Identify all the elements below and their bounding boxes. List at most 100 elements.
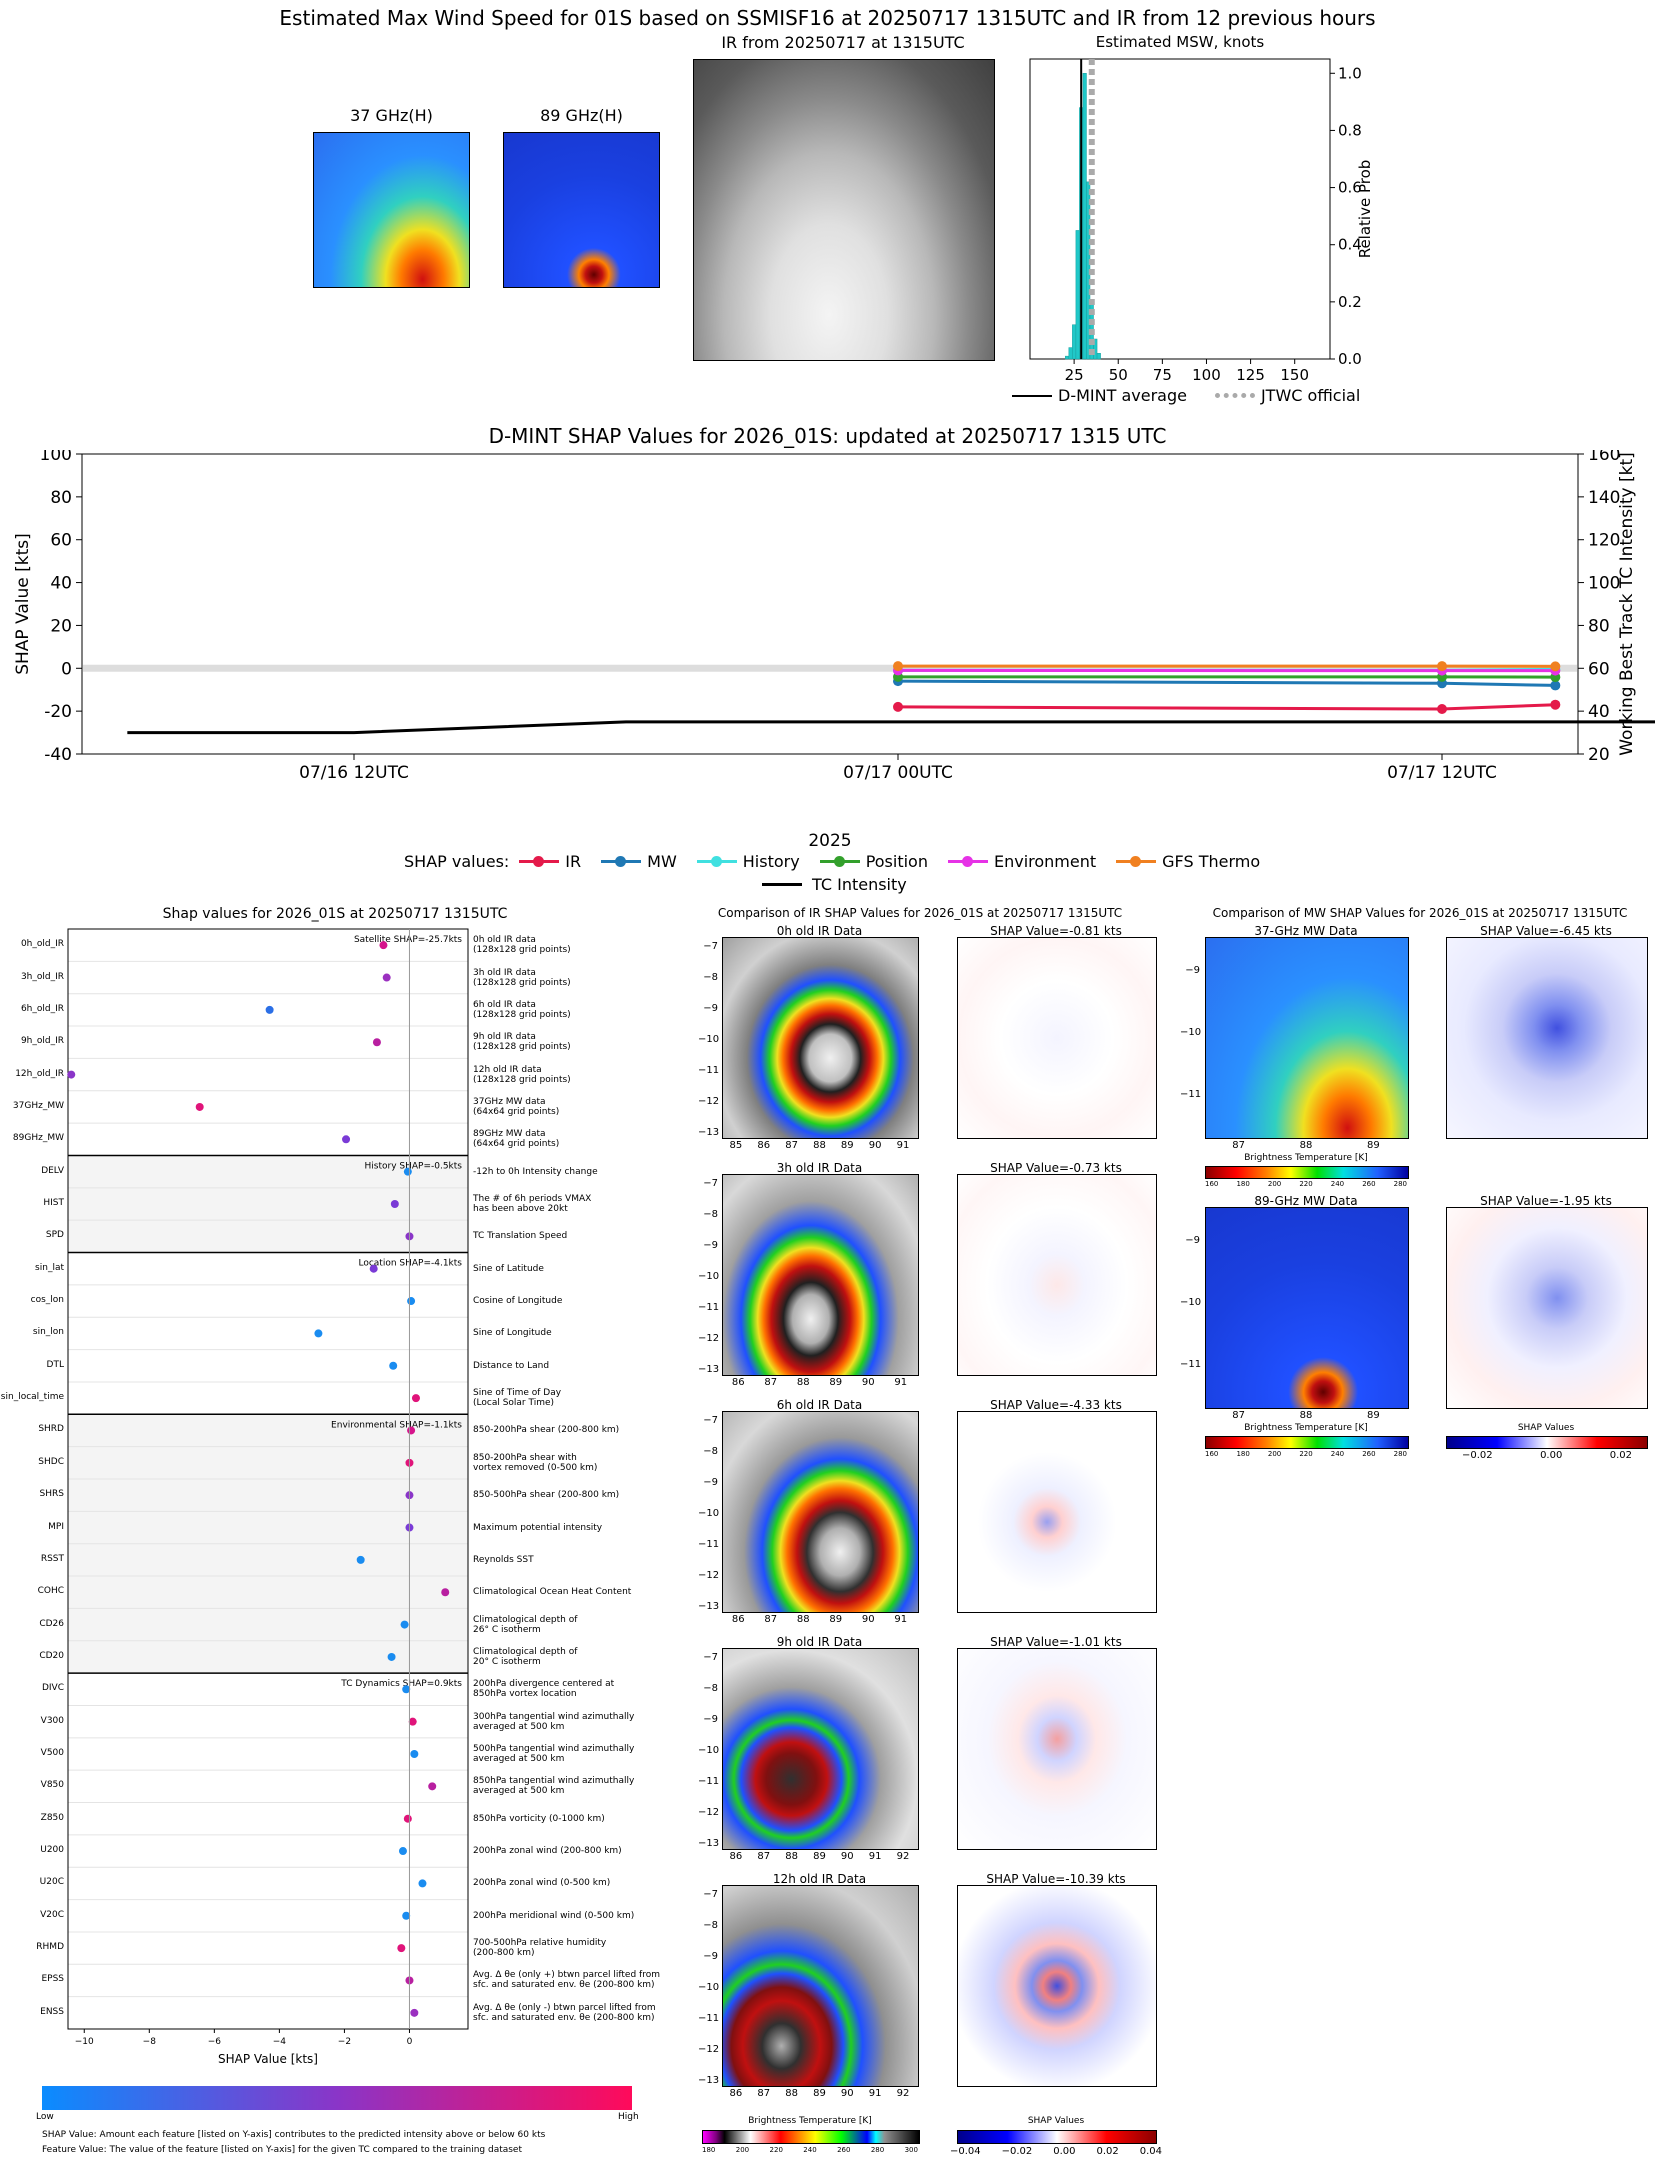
feature-name: 3h_old_IR	[20, 971, 64, 982]
ir-panel-ytick: −9	[703, 1951, 718, 1962]
feature-point-sin_local_time	[411, 1394, 420, 1403]
legend-item-label: IR	[565, 852, 582, 871]
ir-panel-ytick: −13	[698, 1601, 720, 1612]
feature-desc: TC Translation Speed	[473, 1231, 568, 1242]
feature-name: HIST	[43, 1198, 64, 1208]
ir-shap-image	[957, 1411, 1157, 1613]
legend-tc-label: TC Intensity	[812, 875, 907, 894]
feature-point-COHC	[441, 1588, 450, 1597]
ir-panel-xtick: 89	[813, 2088, 826, 2099]
feature-name: sin_lat	[35, 1262, 64, 1273]
mw-bt-tick: 240	[1330, 1450, 1345, 1458]
feature-point-CD20	[387, 1652, 396, 1661]
mw-shap-value: SHAP Value=-1.95 kts	[1480, 1194, 1612, 1208]
msw-ytick: 0.8	[1338, 121, 1362, 139]
ir-shap-label: SHAP Values	[1027, 2116, 1085, 2126]
ts-ytick-right: 160	[1588, 450, 1620, 465]
feature-desc: 9h old IR data (128x128 grid points)	[473, 1032, 571, 1053]
ts-xtick: 07/17 12UTC	[1387, 763, 1497, 783]
mw-bt-tick: 160	[1205, 1180, 1219, 1188]
ir-shap-tick: 0.02	[1096, 2146, 1119, 2157]
legend-item: MW	[601, 852, 677, 871]
feature-desc: Climatological Ocean Heat Content	[473, 1587, 632, 1598]
feature-desc: 200hPa zonal wind (200-800 km)	[473, 1846, 622, 1857]
mw-panel-ytick: −9	[1185, 965, 1200, 976]
ts-ytick-left: 100	[40, 450, 72, 465]
series-point	[1550, 699, 1561, 710]
ir-panel-xtick: 85	[729, 1140, 743, 1151]
ir-panel-xtick: 91	[868, 1851, 882, 1862]
ts-ylabel-right: Working Best Track TC Intensity [kt]	[1617, 452, 1637, 756]
feature-point-U20C	[418, 1879, 427, 1888]
ir-panel-ytick: −12	[698, 1096, 720, 1107]
colorbar-low: Low	[36, 2112, 54, 2122]
ir-panel-image	[722, 1174, 919, 1376]
feature-name: U200	[40, 1845, 64, 1856]
ir-panel-xtick: 92	[896, 2088, 910, 2099]
ir-shap-image	[957, 1885, 1157, 2087]
ir-panel-ytick: −11	[698, 1302, 720, 1313]
feature-name: V850	[40, 1780, 64, 1791]
ir-panel-ytick: −13	[698, 1127, 720, 1138]
ts-ytick-right: 40	[1588, 702, 1610, 722]
ir-panel-xtick: 88	[813, 1140, 826, 1151]
tc-intensity-line	[127, 720, 1655, 735]
feature-name: 0h_old_IR	[20, 939, 64, 950]
ir-panel-xtick: 87	[757, 1851, 771, 1862]
msw-bar	[1096, 353, 1101, 360]
feature-point-sin_lon	[314, 1329, 323, 1338]
ir-panel-xtick: 90	[840, 2088, 854, 2099]
mw-shap-colorbar	[1446, 1436, 1648, 1449]
mw-bt-tick: 200	[1267, 1180, 1282, 1188]
legend-item-label: Environment	[993, 852, 1097, 871]
ts-ytick-right: 140	[1588, 488, 1620, 508]
ir-panel-ytick: −7	[703, 1178, 718, 1189]
mw-compare-title: Comparison of MW SHAP Values for 2026_01…	[1212, 906, 1628, 920]
ts-xtick: 07/17 00UTC	[843, 763, 953, 783]
ir-panel-ytick: −7	[703, 1652, 718, 1663]
feature-point-V500	[410, 1750, 419, 1758]
ir-panel-ytick: −13	[698, 2075, 720, 2086]
msw-legend: D-MINT average JTWC official	[1012, 386, 1360, 405]
msw-histogram: 25 50 75 100 125 150 0.0 0.2 0.4 0.6 0.8 1.0 Relat…	[1029, 58, 1374, 384]
feature-desc: 300hPa tangential wind azimuthally averag…	[473, 1711, 635, 1732]
ir-panel-ytick: −11	[698, 1539, 720, 1550]
mw-bt-tick: 200	[1267, 1450, 1282, 1458]
mw-panel-label: 89-GHz MW Data	[1254, 1194, 1358, 1208]
mw-bt-tick: 280	[1393, 1180, 1407, 1188]
msw-ytick: 0.4	[1338, 236, 1362, 254]
feature-name: SHRS	[39, 1489, 64, 1500]
msw-bar	[1068, 347, 1073, 360]
msw-bar	[1072, 324, 1077, 360]
ir-panel-ytick: −8	[703, 1920, 718, 1931]
msw-title: Estimated MSW, knots	[1095, 33, 1265, 51]
ir-panel-xtick: 90	[861, 1614, 875, 1625]
ir-panel-ytick: −13	[698, 1364, 720, 1375]
feature-desc: The # of 6h periods VMAX has been above 2…	[473, 1194, 592, 1214]
mw-shap-image	[1446, 937, 1648, 1139]
ir-panel-xtick: 86	[757, 1140, 771, 1151]
feature-point-DELV	[403, 1167, 412, 1176]
feature-name: MPI	[48, 1521, 64, 1532]
ir-panel-xtick: 86	[729, 1851, 743, 1862]
feature-xlabel: SHAP Value [kts]	[218, 2052, 318, 2066]
feature-name: 6h_old_IR	[20, 1003, 64, 1014]
feature-point-DTL	[389, 1361, 398, 1370]
legend-item-label: Position	[865, 852, 928, 871]
feature-point-SHRD	[407, 1426, 416, 1435]
ir-shap-value: SHAP Value=-0.81 kts	[990, 924, 1122, 938]
ir-panel-xtick: 87	[764, 1377, 778, 1388]
ts-ytick-left: 20	[50, 616, 72, 636]
ir-panel-ytick: −10	[698, 1982, 720, 1993]
ts-xlabel: 2025	[808, 831, 851, 850]
feature-name: SHDC	[38, 1456, 64, 1467]
legend-item: GFS Thermo	[1116, 852, 1260, 871]
mw-shap-label: SHAP Values	[1517, 1423, 1575, 1433]
feature-desc: Sine of Latitude	[473, 1263, 544, 1274]
feature-name: 89GHz_MW	[12, 1133, 64, 1144]
ir-panel-ytick: −11	[698, 1776, 720, 1787]
feature-desc: 850-200hPa shear (200-800 km)	[473, 1425, 620, 1436]
ir-shap-tick: 0.00	[1053, 2146, 1076, 2157]
feature-desc: Maximum potential intensity	[473, 1522, 603, 1533]
shap-ts-title: D-MINT SHAP Values for 2026_01S: updated…	[488, 424, 1167, 448]
